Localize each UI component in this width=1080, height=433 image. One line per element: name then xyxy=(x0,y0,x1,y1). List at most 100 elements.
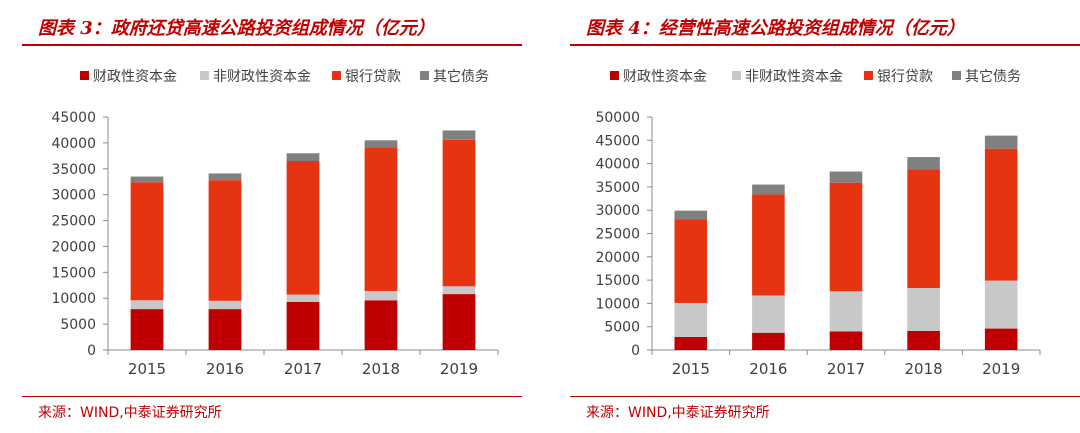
bar-segment xyxy=(286,301,320,350)
legend-item: 非财政性资本金 xyxy=(200,69,311,85)
x-tick-label: 2015 xyxy=(128,360,166,378)
x-tick-label: 2019 xyxy=(982,360,1020,378)
bar-segment xyxy=(364,147,398,291)
chart-panel-right: 图表 4：经营性高速公路投资组成情况（亿元） 财政性资本金 非财政性资本金 银行贷款… xyxy=(548,0,1080,433)
bar-segment xyxy=(752,184,785,195)
bar-segment xyxy=(208,309,242,350)
bar-segment xyxy=(364,300,398,350)
bar-segment xyxy=(364,290,398,301)
legend-label: 非财政性资本金 xyxy=(213,69,311,85)
y-tick-label: 10000 xyxy=(51,291,96,307)
bar-segment xyxy=(286,294,320,302)
legend-swatch xyxy=(864,71,873,80)
legend-label: 银行贷款 xyxy=(877,69,933,85)
legend-swatch xyxy=(732,71,741,80)
bar-segment xyxy=(130,300,164,310)
bar-segment xyxy=(208,180,242,301)
y-tick-label: 30000 xyxy=(51,188,96,204)
legend-item: 其它债务 xyxy=(420,68,489,85)
x-tick-label: 2019 xyxy=(440,360,478,378)
bar-segment xyxy=(442,294,476,350)
y-tick-label: 20000 xyxy=(595,250,640,266)
bar-segment xyxy=(907,288,940,331)
bar-segment xyxy=(442,286,476,295)
bar-segment xyxy=(907,157,940,170)
legend-swatch xyxy=(610,71,619,80)
y-tick-label: 40000 xyxy=(595,157,640,173)
y-tick-label: 35000 xyxy=(595,180,640,196)
bar-segment xyxy=(984,135,1018,149)
x-tick-label: 2018 xyxy=(362,360,400,378)
bar-segment xyxy=(984,280,1018,329)
legend-label: 其它债务 xyxy=(433,68,489,85)
bar-segment xyxy=(130,309,164,350)
y-tick-label: 25000 xyxy=(51,214,96,230)
y-tick-label: 25000 xyxy=(595,227,640,243)
y-tick-label: 35000 xyxy=(51,162,96,178)
legend-label: 非财政性资本金 xyxy=(745,69,843,85)
bar-segment xyxy=(829,171,863,183)
bar-segment xyxy=(829,291,863,332)
bar-segment xyxy=(907,330,940,350)
source-divider xyxy=(570,396,1080,397)
legend-item: 银行贷款 xyxy=(332,69,401,85)
bar-segment xyxy=(674,210,708,220)
bar-segment xyxy=(364,140,398,148)
legend-label: 其它债务 xyxy=(965,68,1021,85)
bar-segment xyxy=(984,328,1018,350)
x-tick-label: 2017 xyxy=(284,360,322,378)
bar-segment xyxy=(674,336,708,350)
legend-swatch xyxy=(420,71,429,80)
y-tick-label: 0 xyxy=(87,343,96,359)
y-tick-label: 50000 xyxy=(595,110,640,126)
y-tick-label: 5000 xyxy=(604,320,640,336)
source-note: 来源：WIND,中泰证券研究所 xyxy=(38,405,222,421)
legend-item: 其它债务 xyxy=(952,68,1021,85)
bar-segment xyxy=(829,182,863,292)
legend-item: 财政性资本金 xyxy=(80,69,177,85)
legend-swatch xyxy=(80,71,89,80)
bar-segment xyxy=(674,219,708,303)
legend-item: 非财政性资本金 xyxy=(732,69,843,85)
legend: 财政性资本金 非财政性资本金 银行贷款 其它债务 xyxy=(610,68,1021,85)
bar-segment xyxy=(208,300,242,310)
bar-segment xyxy=(752,194,785,296)
legend-swatch xyxy=(200,71,209,80)
legend-swatch xyxy=(332,71,341,80)
legend-swatch xyxy=(952,71,961,80)
x-tick-label: 2015 xyxy=(672,360,710,378)
y-tick-label: 5000 xyxy=(60,317,96,333)
chart-title: 图表 3：政府还贷高速公路投资组成情况（亿元） xyxy=(38,18,435,39)
y-tick-label: 15000 xyxy=(51,265,96,281)
bar-segment xyxy=(208,173,242,181)
y-tick-label: 0 xyxy=(631,343,640,359)
bar-segment xyxy=(286,161,320,295)
legend-item: 财政性资本金 xyxy=(610,69,707,85)
x-tick-label: 2016 xyxy=(206,360,244,378)
bar-chart-svg: 财政性资本金 非财政性资本金 银行贷款 其它债务 0 5000 10000 15000 2000… xyxy=(51,68,499,378)
legend-label: 财政性资本金 xyxy=(93,69,177,85)
title-bar: 图表 3：政府还贷高速公路投资组成情况（亿元） xyxy=(22,14,522,46)
source-divider xyxy=(22,396,522,397)
legend-label: 财政性资本金 xyxy=(623,69,707,85)
x-tick-label: 2018 xyxy=(905,360,943,378)
bar-segment xyxy=(442,130,476,140)
bar-segment xyxy=(752,332,785,350)
bar-segment xyxy=(286,153,320,162)
bar-segment xyxy=(752,295,785,333)
bar-segment xyxy=(674,302,708,337)
title-bar: 图表 4：经营性高速公路投资组成情况（亿元） xyxy=(570,14,1080,46)
bar-segment xyxy=(130,182,164,301)
y-tick-label: 40000 xyxy=(51,136,96,152)
x-tick-label: 2017 xyxy=(827,360,865,378)
y-tick-label: 30000 xyxy=(595,203,640,219)
bar-chart-svg: 财政性资本金 非财政性资本金 银行贷款 其它债务 0 5000 10000 15000 2000… xyxy=(595,68,1041,378)
legend: 财政性资本金 非财政性资本金 银行贷款 其它债务 xyxy=(80,68,489,85)
bar-segment xyxy=(130,176,164,183)
y-tick-label: 45000 xyxy=(595,133,640,149)
legend-item: 银行贷款 xyxy=(864,69,933,85)
y-tick-label: 20000 xyxy=(51,239,96,255)
bar-segment xyxy=(442,139,476,287)
bar-segment xyxy=(829,331,863,350)
y-tick-label: 10000 xyxy=(595,296,640,312)
